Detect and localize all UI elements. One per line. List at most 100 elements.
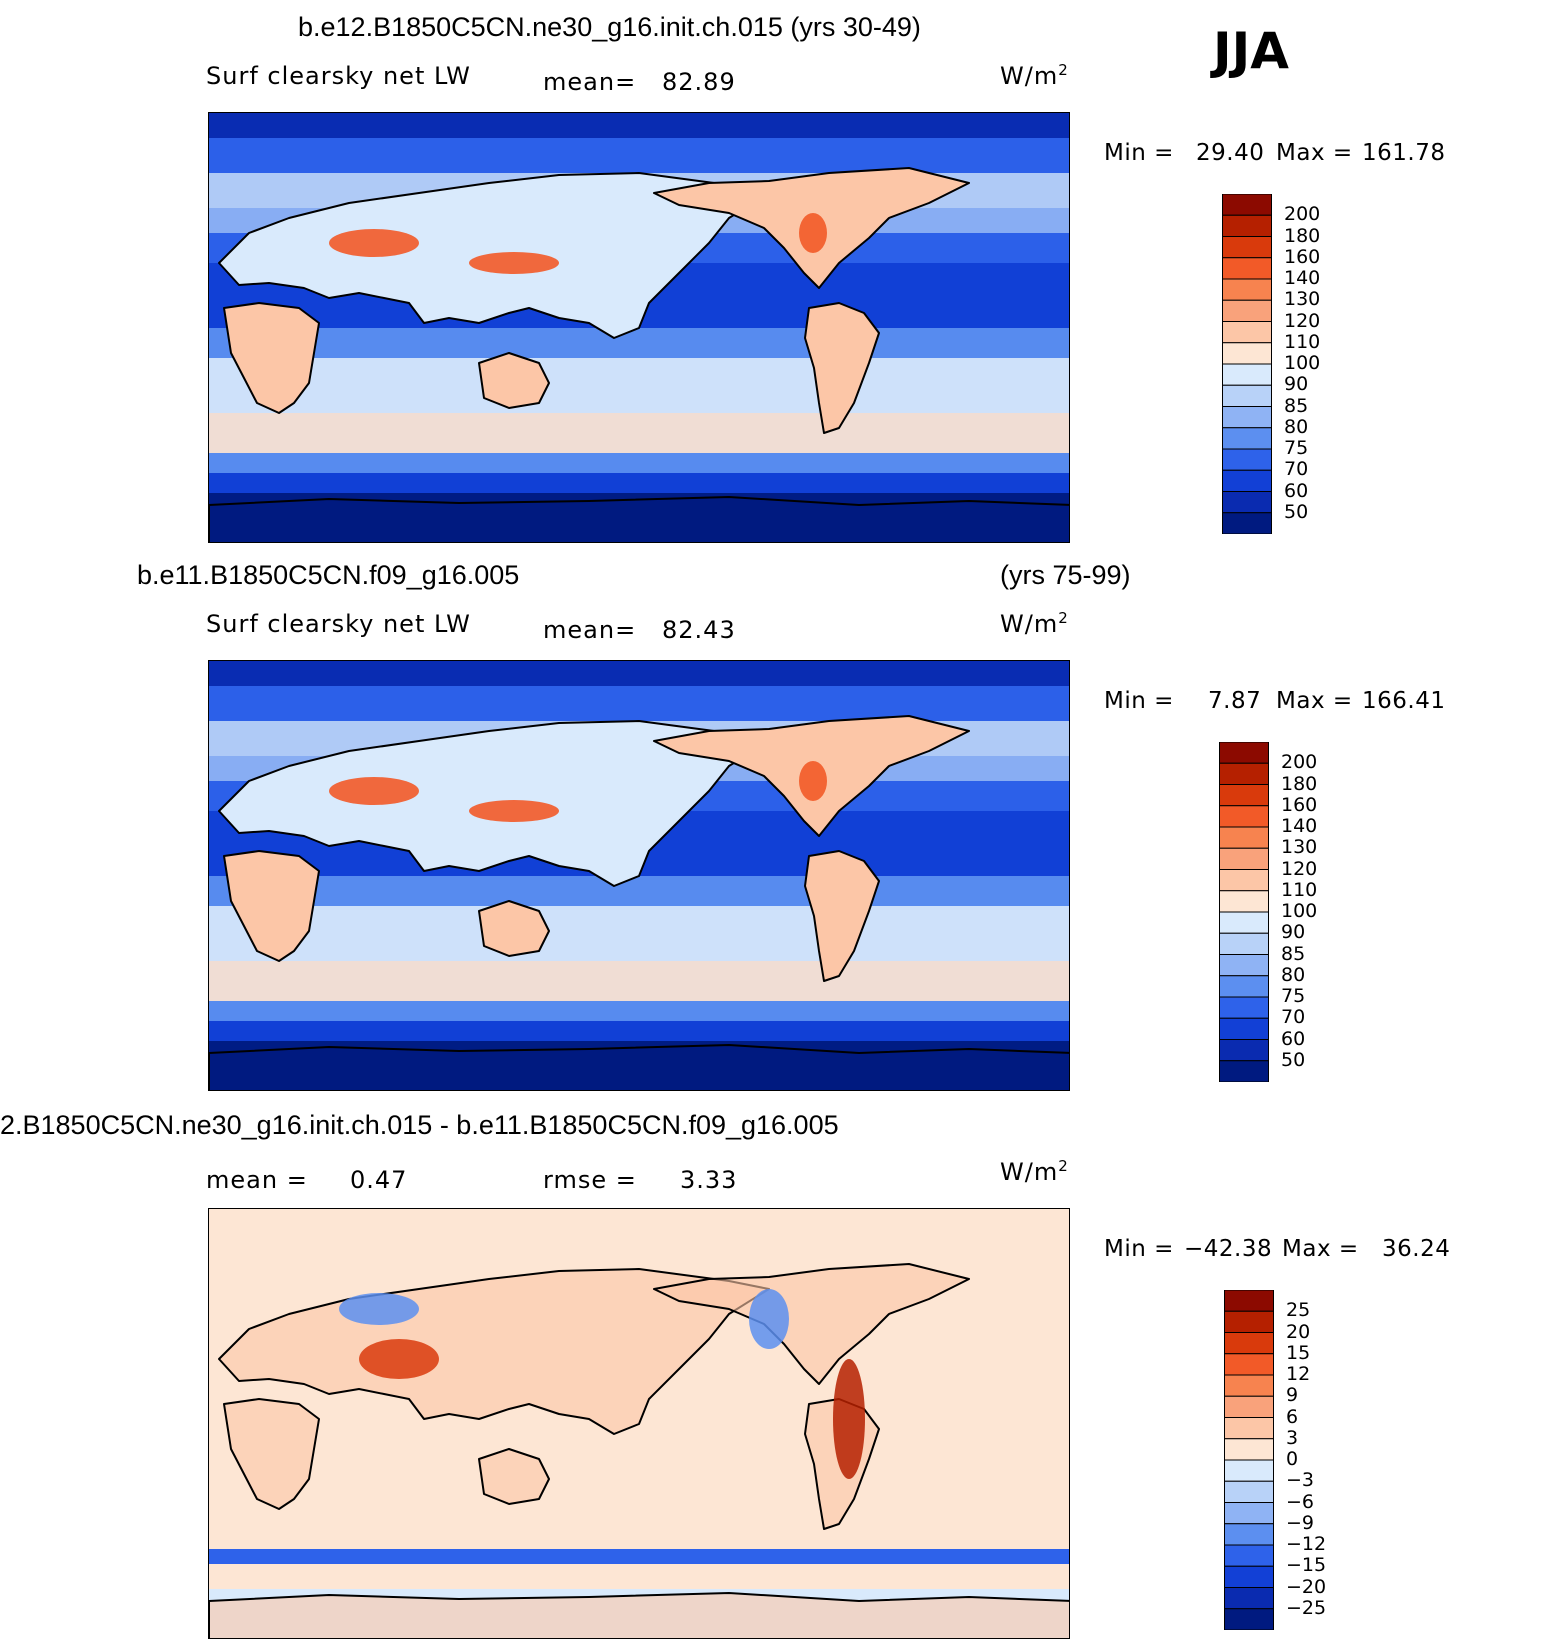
colorbar-tick-label: 12 [1286,1363,1311,1385]
field-band [209,413,1069,453]
field-band [209,358,1069,388]
colorbar-tick-label: 6 [1286,1405,1299,1428]
panel3-title: 2.B1850C5CN.ne30_g16.init.ch.015 - b.e11… [0,1110,839,1140]
colorbar-tick-label: 85 [1281,942,1306,965]
field-band [209,328,1069,358]
colorbar-tick-label: 25 [1286,1299,1311,1322]
colorbar-tick-label: 140 [1281,815,1318,837]
panel2-years: (yrs 75-99) [1000,560,1131,590]
colorbar-tick-label: 75 [1284,437,1309,459]
colorbar-bin [1219,826,1269,849]
field-anomaly [749,1289,789,1349]
panel3-min-value: −42.38 [1184,1236,1273,1262]
colorbar-tick-label: 50 [1284,500,1309,523]
colorbar-tick-label: 110 [1284,330,1321,353]
colorbar-bin [1222,427,1272,450]
season-label: JJA [1213,22,1289,80]
panel2-units: W/m2 [1000,609,1069,638]
field-band [209,906,1069,936]
panel1-title: b.e12.B1850C5CN.ne30_g16.init.ch.015 (yr… [298,12,921,42]
panel3-map [208,1208,1070,1639]
colorbar-tick-label: −3 [1286,1469,1315,1492]
colorbar-svg [1224,1290,1274,1630]
panel3-mean-value: 0.47 [350,1166,408,1194]
field-band [209,388,1069,413]
panel3-units: W/m2 [1000,1157,1069,1186]
colorbar-bin [1224,1395,1274,1418]
colorbar-bin [1219,1039,1269,1062]
panel1-mean-value: 82.89 [662,68,736,96]
colorbar-tick-label: 200 [1281,751,1318,774]
colorbar-svg [1222,194,1272,534]
colorbar-tick-label: 100 [1284,352,1321,374]
field-band [209,453,1069,473]
colorbar-tick-label: 60 [1284,479,1309,502]
field-hotspot [329,777,419,805]
panel1-map [208,112,1070,543]
colorbar-tick-label: −9 [1286,1511,1315,1534]
colorbar-bin [1222,321,1272,344]
panel1-mean-label: mean= [543,68,637,96]
field-anomaly [339,1293,419,1325]
continent-outline [209,1592,1069,1638]
panel2-min-label: Min = [1104,688,1174,714]
colorbar-bin [1219,1017,1269,1040]
colorbar-tick-label: −6 [1286,1490,1315,1513]
panel1-min-label: Min = [1104,140,1174,166]
colorbar-tick-label: 75 [1281,985,1306,1007]
colorbar-tick-label: 160 [1284,245,1321,268]
colorbar-bin [1219,954,1269,977]
continent-outline [209,496,1069,542]
colorbar-bin [1224,1480,1274,1503]
field-band [209,936,1069,961]
colorbar-bin [1219,847,1269,870]
colorbar-bin [1224,1587,1274,1610]
panel2-mean-label: mean= [543,616,637,644]
colorbar-tick-label: 120 [1281,857,1318,880]
colorbar-tick-label: 140 [1284,267,1321,289]
colorbar-tick-label: 20 [1286,1320,1311,1343]
field-band [209,661,1069,686]
colorbar-bin [1222,469,1272,492]
colorbar-bin [1224,1523,1274,1546]
colorbar-bin [1219,805,1269,828]
colorbar-svg [1219,742,1269,1082]
colorbar-bin [1224,1502,1274,1525]
panel2-title: b.e11.B1850C5CN.f09_g16.005 [137,560,520,590]
colorbar-tick-label: 90 [1281,921,1306,944]
continent-outline [804,302,880,434]
colorbar-bin [1224,1459,1274,1482]
continent-outline [478,900,550,957]
continent-outline [478,352,550,409]
colorbar-bin [1222,299,1272,322]
colorbar-bin [1222,278,1272,301]
colorbar-bin [1219,1060,1269,1082]
colorbar-tick-label: 130 [1281,836,1318,859]
colorbar-tick-label: 110 [1281,878,1318,901]
colorbar-tick-label: 160 [1281,793,1318,816]
colorbar-tick-label: 100 [1281,900,1318,922]
field-band [209,138,1069,173]
colorbar-tick-label: −20 [1286,1575,1327,1598]
colorbar-tick-label: −12 [1286,1533,1327,1555]
panel3-min-label: Min = [1104,1236,1174,1262]
panel1-units: W/m2 [1000,61,1069,90]
colorbar-bin [1222,342,1272,365]
colorbar-tick-label: 200 [1284,203,1321,226]
colorbar-bin [1222,448,1272,471]
field-band [209,1021,1069,1041]
panel1-max-label: Max = [1276,140,1353,166]
colorbar-tick-label: 70 [1284,458,1309,481]
field-band [209,961,1069,1001]
panel2-variable: Surf clearsky net LW [206,610,471,638]
continent-outline [478,1448,550,1505]
panel3-rmse-value: 3.33 [680,1166,738,1194]
continent-outline [223,302,320,414]
panel1-max-value: 161.78 [1362,140,1446,166]
colorbar-tick-label: 60 [1281,1027,1306,1050]
panel2-max-label: Max = [1276,688,1353,714]
colorbar-bin [1224,1544,1274,1567]
colorbar-bin [1224,1332,1274,1355]
field-band [209,876,1069,906]
field-hotspot [799,761,827,801]
